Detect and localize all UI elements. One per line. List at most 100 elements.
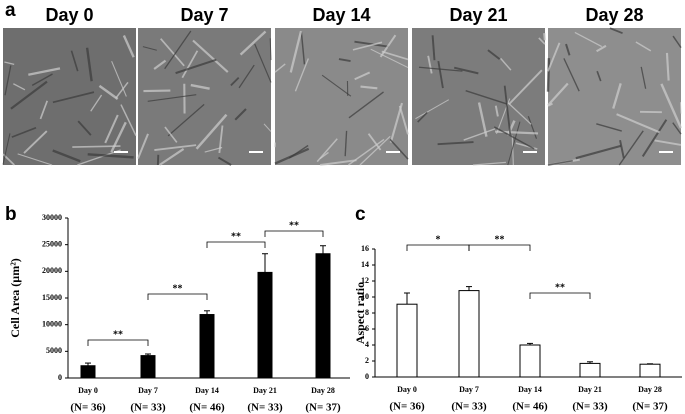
x-tick-label: Day 14 xyxy=(518,385,542,394)
bar xyxy=(140,355,156,379)
y-tick-label: 0 xyxy=(365,372,369,381)
sample-size: (N= 37) xyxy=(305,402,341,414)
cell-streak xyxy=(52,149,81,163)
cell-streak xyxy=(23,130,48,154)
cell-streak xyxy=(367,133,382,151)
x-tick-label: Day 7 xyxy=(459,385,479,394)
bar xyxy=(199,314,215,379)
sample-size: (N= 33) xyxy=(451,401,487,413)
bar xyxy=(639,363,661,378)
cell-streak xyxy=(487,49,501,60)
cell-streak xyxy=(640,66,647,89)
cell-streak xyxy=(359,135,391,166)
cell-streak xyxy=(415,99,450,120)
cell-streak xyxy=(13,83,26,91)
cell-streak xyxy=(254,43,272,83)
cell-streak xyxy=(319,151,329,160)
y-tick-label: 25000 xyxy=(42,239,62,248)
image-title: Day 28 xyxy=(585,5,643,25)
cell-streak xyxy=(274,147,310,165)
image-title: Day 7 xyxy=(180,5,228,25)
cell-streak xyxy=(300,32,306,65)
bar xyxy=(519,344,541,378)
cell-streak xyxy=(654,139,682,146)
cell-streak xyxy=(527,116,538,139)
cell-streak xyxy=(596,123,622,132)
cell-streak xyxy=(618,130,644,166)
y-tick-label: 0 xyxy=(58,373,62,382)
cell-streak xyxy=(87,153,134,159)
significance-bracket xyxy=(87,339,149,346)
cell-streak xyxy=(672,35,682,49)
cell-streak xyxy=(472,161,506,166)
bar xyxy=(396,303,418,378)
cell-streak xyxy=(616,113,661,134)
sample-size: (N= 46) xyxy=(189,402,225,414)
y-axis-label: Cell Area (µm²) xyxy=(8,258,22,338)
cell-streak xyxy=(503,85,512,135)
cell-streak xyxy=(665,52,670,81)
cell-streak xyxy=(381,50,409,61)
cell-streak xyxy=(111,60,127,97)
significance-bracket xyxy=(147,293,208,300)
cell-streak xyxy=(641,119,668,157)
y-tick-label: 2 xyxy=(365,356,369,365)
x-tick-label: Day 21 xyxy=(253,386,277,395)
y-tick-label: 6 xyxy=(365,324,369,333)
cell-streak xyxy=(465,89,508,105)
cell-streak xyxy=(437,61,444,89)
y-tick-label: 15000 xyxy=(42,293,62,302)
significance-label: ** xyxy=(113,329,123,340)
sample-size: (N= 37) xyxy=(632,401,668,413)
cell-streak xyxy=(511,135,514,166)
cell-streak xyxy=(418,66,463,72)
y-tick-label: 12 xyxy=(361,276,369,285)
cell-streak xyxy=(218,125,224,154)
cell-streak xyxy=(596,70,602,82)
cell-streak xyxy=(31,73,53,86)
cell-streak xyxy=(190,83,210,90)
x-tick-label: Day 7 xyxy=(138,386,158,395)
cell-streak xyxy=(619,139,625,159)
y-tick-label: 4 xyxy=(365,340,369,349)
cell-streak xyxy=(77,120,92,136)
y-tick-label: 10000 xyxy=(42,319,62,328)
cell-streak xyxy=(122,35,135,58)
cell-streak xyxy=(104,114,119,144)
cell-streak xyxy=(575,144,622,160)
x-tick-label: Day 14 xyxy=(195,386,219,395)
bar xyxy=(257,271,273,379)
cell-streak xyxy=(546,58,551,92)
cell-streak xyxy=(538,37,546,45)
cell-streak xyxy=(230,77,240,87)
cell-streak xyxy=(398,105,409,135)
micrograph xyxy=(548,28,681,165)
cell-streak xyxy=(238,64,255,89)
cell-streak xyxy=(11,126,37,138)
cell-streak xyxy=(596,44,607,53)
significance-label: ** xyxy=(495,234,505,245)
cell-streak xyxy=(320,159,357,166)
panel-label: a xyxy=(5,0,16,21)
cell-streak xyxy=(120,104,137,137)
cell-streak xyxy=(500,57,512,71)
cell-streak xyxy=(547,82,569,107)
cell-streak xyxy=(494,105,499,117)
cell-streak xyxy=(274,63,286,73)
cell-streak xyxy=(321,74,352,97)
cell-streak xyxy=(192,39,229,73)
sample-size: (N= 36) xyxy=(70,402,106,414)
cell-streak xyxy=(142,46,157,51)
cell-streak xyxy=(28,67,61,76)
cell-streak xyxy=(143,89,171,93)
cell-streak xyxy=(453,66,479,75)
cell-streak xyxy=(85,47,93,82)
cell-streak xyxy=(115,81,129,99)
significance-bracket xyxy=(264,230,324,237)
cell-streak xyxy=(90,94,103,112)
cell-streak xyxy=(389,138,409,160)
cell-streak xyxy=(164,126,178,143)
cell-streak xyxy=(39,100,49,120)
cell-streak xyxy=(263,123,272,132)
